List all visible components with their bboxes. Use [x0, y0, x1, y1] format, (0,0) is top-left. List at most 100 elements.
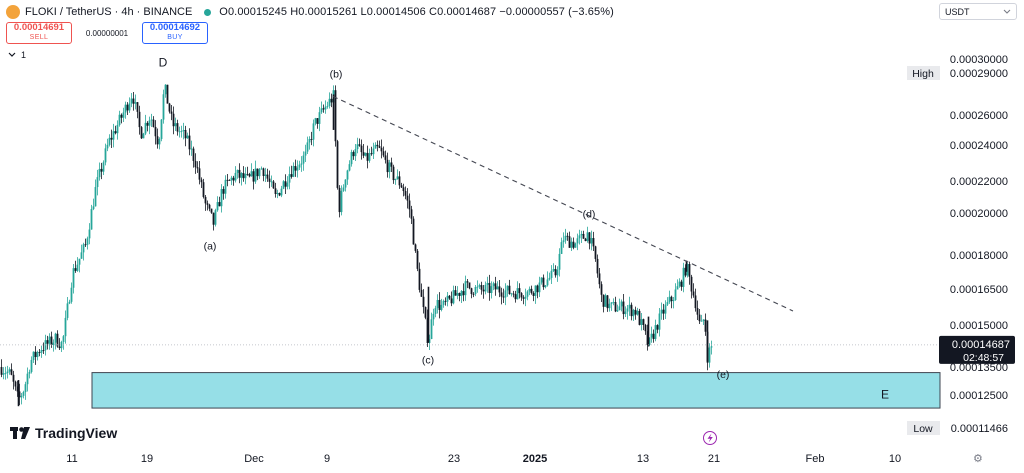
- candle-body: [422, 296, 425, 308]
- candle-body: [386, 159, 389, 173]
- candlestick-series: [0, 84, 713, 407]
- candle-body: [136, 102, 139, 112]
- candle-body: [468, 282, 471, 289]
- candle-body: [658, 313, 661, 330]
- candle-body: [482, 289, 485, 292]
- candle-body: [190, 148, 193, 150]
- candle-body: [566, 235, 569, 237]
- candle-body: [168, 103, 171, 112]
- tradingview-logo-icon: [10, 427, 30, 439]
- x-tick-label: 2025: [523, 453, 547, 465]
- candle-body: [252, 171, 255, 182]
- candle-body: [592, 238, 595, 247]
- y-tick-label: 0.00030000: [950, 54, 1008, 66]
- candle-body: [212, 212, 215, 225]
- candle-body: [388, 162, 391, 173]
- candle-body: [198, 168, 201, 180]
- ohlc-readout: O0.00015245 H0.00015261 L0.00014506 C0.0…: [219, 6, 614, 18]
- x-tick-label: 13: [637, 453, 649, 465]
- candle-body: [180, 131, 183, 132]
- candle-body: [64, 317, 67, 337]
- candle-body: [392, 166, 395, 181]
- wave-label: (b): [330, 69, 343, 81]
- candle-body: [90, 209, 93, 230]
- candle-body: [426, 317, 429, 343]
- candle-body: [480, 285, 483, 290]
- candle-body: [302, 155, 305, 164]
- candle-body: [132, 98, 135, 104]
- candle-body: [192, 148, 195, 161]
- candle-body: [690, 276, 693, 292]
- candle-body: [146, 122, 149, 126]
- symbol-title[interactable]: FLOKI / TetherUS · 4h · BINANCE: [25, 6, 193, 18]
- candle-body: [456, 293, 459, 296]
- candle-body: [580, 233, 583, 236]
- candle-body: [666, 302, 669, 305]
- candle-body: [24, 384, 27, 393]
- candle-body: [534, 285, 537, 296]
- candle-body: [698, 314, 701, 322]
- candle-body: [52, 342, 55, 345]
- candle-body: [602, 294, 605, 307]
- candle-body: [596, 258, 599, 274]
- candle-body: [624, 311, 627, 315]
- candle-body: [394, 179, 397, 181]
- candle-body: [412, 218, 415, 245]
- tradingview-logo[interactable]: TradingView: [10, 425, 117, 441]
- candle-body: [550, 270, 553, 278]
- indicator-toggle[interactable]: 1: [8, 50, 26, 60]
- candle-body: [160, 119, 163, 139]
- candle-body: [632, 309, 635, 317]
- candle-body: [362, 152, 365, 156]
- candle-body: [662, 309, 665, 314]
- candle-body: [616, 310, 619, 312]
- candle-body: [478, 285, 481, 287]
- y-tick-label: 0.00011466: [951, 423, 1008, 435]
- buy-button[interactable]: 0.00014692 BUY: [142, 22, 208, 44]
- buy-label: BUY: [167, 34, 183, 41]
- candle-body: [78, 258, 81, 265]
- candle-body: [30, 359, 33, 372]
- candle-body: [114, 131, 117, 134]
- candle-body: [406, 195, 409, 201]
- candle-body: [4, 373, 7, 374]
- candle-body: [368, 153, 371, 161]
- sell-label: SELL: [29, 34, 49, 41]
- candle-body: [100, 168, 103, 172]
- candle-body: [682, 267, 685, 287]
- candle-body: [590, 238, 593, 244]
- candle-body: [10, 369, 13, 375]
- candle-body: [154, 126, 157, 137]
- candle-body: [450, 298, 453, 304]
- candle-body: [430, 319, 433, 340]
- candle-body: [638, 310, 641, 325]
- sell-button[interactable]: 0.00014691 SELL: [6, 22, 72, 44]
- candle-body: [106, 144, 109, 149]
- candle-body: [370, 153, 373, 155]
- candle-body: [308, 138, 311, 143]
- candle-body: [292, 166, 295, 177]
- candle-body: [66, 303, 69, 318]
- candle-body: [548, 277, 551, 280]
- candle-body: [82, 244, 85, 253]
- candle-body: [242, 173, 245, 179]
- candle-body: [94, 187, 97, 207]
- candle-body: [56, 333, 59, 347]
- candle-body: [234, 172, 237, 181]
- gear-icon[interactable]: ⚙: [973, 453, 983, 465]
- candle-body: [62, 336, 65, 342]
- currency-selector[interactable]: USDT: [939, 3, 1017, 20]
- candle-body: [166, 84, 169, 104]
- candle-body: [210, 208, 213, 213]
- candle-body: [188, 135, 191, 150]
- candle-body: [322, 108, 325, 110]
- candle-body: [516, 288, 519, 300]
- candle-body: [178, 131, 181, 133]
- candle-body: [636, 310, 639, 315]
- candle-body: [258, 169, 261, 177]
- candle-body: [170, 111, 173, 114]
- candle-body: [262, 168, 265, 176]
- candle-body: [508, 285, 511, 294]
- candle-body: [316, 118, 319, 124]
